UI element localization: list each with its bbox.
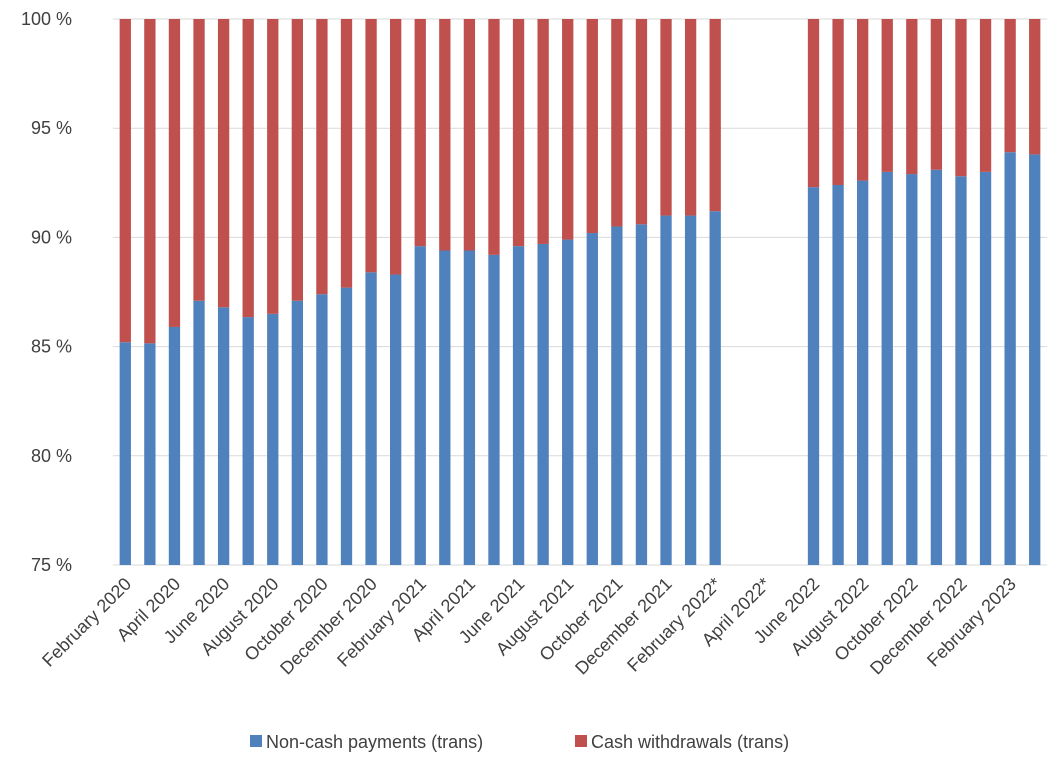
bar-non-cash-4 — [217, 307, 230, 565]
bar-cash-33 — [930, 19, 943, 170]
bar-cash-12 — [414, 19, 426, 247]
bar-non-cash-28 — [807, 187, 820, 565]
bar-non-cash-19 — [586, 233, 598, 566]
bars — [119, 19, 1041, 566]
bar-non-cash-16 — [512, 246, 525, 566]
legend-swatch-non-cash — [250, 735, 262, 747]
bar-cash-7 — [291, 19, 303, 301]
bar-non-cash-13 — [439, 250, 451, 565]
bar-cash-18 — [562, 19, 574, 240]
bar-cash-5 — [242, 19, 254, 318]
y-tick-label: 90 % — [31, 227, 72, 247]
bar-non-cash-8 — [316, 294, 328, 565]
bar-cash-31 — [881, 19, 893, 172]
bar-cash-35 — [979, 19, 992, 172]
bar-cash-37 — [1029, 19, 1041, 155]
bar-non-cash-22 — [660, 215, 672, 565]
bar-non-cash-5 — [242, 317, 254, 565]
bar-non-cash-12 — [414, 246, 426, 566]
bar-cash-19 — [586, 19, 598, 234]
bar-non-cash-6 — [267, 313, 279, 565]
bar-non-cash-35 — [979, 171, 992, 565]
bar-cash-21 — [635, 19, 648, 225]
bar-cash-1 — [144, 19, 156, 344]
bar-non-cash-32 — [906, 174, 918, 565]
y-axis: 75 % 80 % 85 % 90 % 95 % 100 % — [21, 9, 72, 575]
y-tick-label: 100 % — [21, 9, 72, 29]
bar-non-cash-11 — [390, 274, 402, 565]
bar-cash-16 — [512, 19, 525, 247]
bar-non-cash-23 — [684, 215, 697, 565]
bar-cash-23 — [684, 19, 697, 216]
bar-non-cash-24 — [709, 211, 721, 565]
bar-non-cash-34 — [955, 176, 967, 566]
bar-cash-17 — [537, 19, 549, 244]
bar-non-cash-30 — [857, 180, 869, 565]
bar-non-cash-33 — [930, 169, 943, 566]
bar-cash-11 — [390, 19, 402, 275]
bar-non-cash-29 — [832, 184, 844, 565]
bar-cash-6 — [267, 19, 279, 314]
bar-cash-0 — [119, 19, 131, 343]
bar-cash-32 — [906, 19, 918, 175]
bar-non-cash-31 — [881, 171, 893, 565]
bar-cash-30 — [857, 19, 869, 181]
bar-cash-10 — [365, 19, 377, 273]
bar-cash-34 — [955, 19, 967, 177]
bar-non-cash-36 — [1004, 152, 1016, 565]
legend-label-cash: Cash withdrawals (trans) — [591, 732, 789, 752]
bar-cash-2 — [168, 19, 181, 327]
bar-cash-4 — [217, 19, 230, 308]
bar-non-cash-18 — [562, 239, 574, 566]
bar-cash-14 — [463, 19, 476, 251]
bar-non-cash-1 — [144, 343, 156, 565]
bar-non-cash-15 — [488, 254, 500, 565]
bar-cash-24 — [709, 19, 721, 212]
y-tick-label: 85 % — [31, 337, 72, 357]
bar-cash-13 — [439, 19, 451, 251]
bar-non-cash-2 — [168, 326, 181, 565]
legend-swatch-cash — [575, 735, 587, 747]
bar-cash-15 — [488, 19, 500, 255]
bar-non-cash-14 — [463, 250, 476, 565]
bar-non-cash-7 — [291, 300, 303, 565]
y-tick-label: 80 % — [31, 446, 72, 466]
bar-cash-8 — [316, 19, 328, 295]
bar-cash-22 — [660, 19, 672, 216]
y-tick-label: 75 % — [31, 555, 72, 575]
legend-label-non-cash: Non-cash payments (trans) — [266, 732, 483, 752]
bar-cash-36 — [1004, 19, 1016, 153]
bar-cash-3 — [193, 19, 205, 301]
bar-non-cash-0 — [119, 342, 131, 565]
bar-cash-29 — [832, 19, 844, 185]
bar-non-cash-17 — [537, 243, 549, 565]
x-tick-label: February 2023 — [923, 574, 1020, 671]
bar-non-cash-3 — [193, 300, 205, 565]
legend: Non-cash payments (trans) Cash withdrawal… — [250, 732, 789, 752]
bar-non-cash-9 — [340, 287, 353, 565]
bar-non-cash-10 — [365, 272, 377, 565]
y-tick-label: 95 % — [31, 118, 72, 138]
bar-non-cash-37 — [1029, 154, 1041, 565]
bar-cash-20 — [611, 19, 623, 227]
bar-non-cash-20 — [611, 226, 623, 566]
bar-cash-28 — [807, 19, 820, 188]
bar-non-cash-21 — [635, 224, 648, 565]
bar-cash-9 — [340, 19, 353, 288]
